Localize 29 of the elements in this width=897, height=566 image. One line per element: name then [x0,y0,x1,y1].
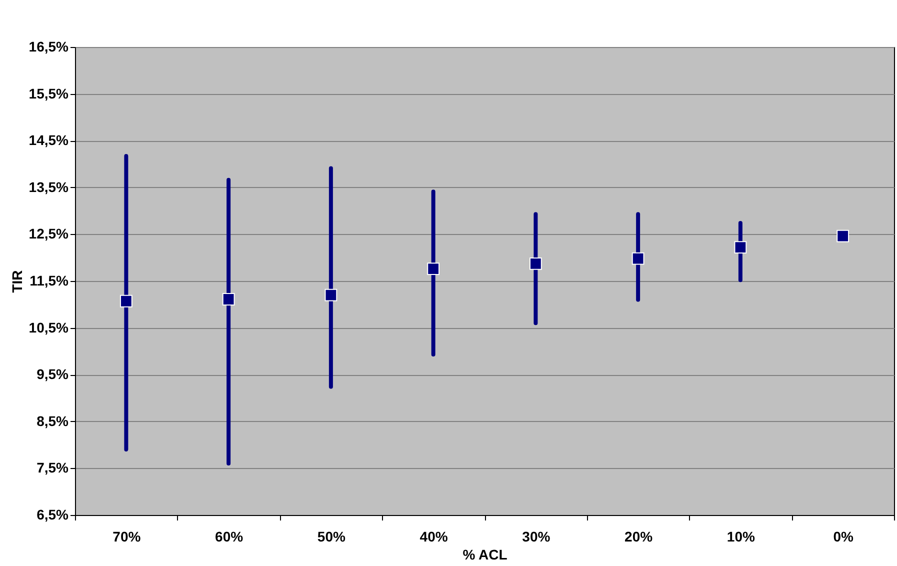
y-tick-label: 15,5% [28,85,70,102]
point [734,241,747,254]
point [836,230,850,242]
y-tick-label: 9,5% [36,366,70,382]
point [120,294,132,308]
y-tick-label: 7,5% [36,460,70,476]
y-tick-label: 16,5% [28,38,70,54]
x-tick-label: 60% [215,528,244,544]
point [427,262,440,276]
point [529,257,542,270]
y-tick-label: 12,5% [28,226,70,242]
point [222,293,235,306]
y-tick-label: 8,5% [36,412,70,429]
y-tick-label: 6,5% [36,506,70,522]
x-axis-title: % ACL [462,546,508,562]
x-tick-label: 40% [420,528,448,544]
y-axis-title: TIR [8,270,25,293]
point [324,288,338,302]
x-tick-label: 20% [624,528,654,544]
point [632,252,644,265]
y-tick-label: 11,5% [30,272,70,288]
x-tick-label: 70% [112,528,142,544]
x-tick-label: 0% [833,528,854,544]
y-tick-label: 14,5% [28,132,70,148]
y-tick-label: 13,5% [28,178,70,195]
x-tick-label: 10% [726,528,756,544]
y-tick-label: 10,5% [28,319,70,336]
x-tick-label: 50% [317,528,346,544]
x-tick-label: 30% [522,528,551,544]
